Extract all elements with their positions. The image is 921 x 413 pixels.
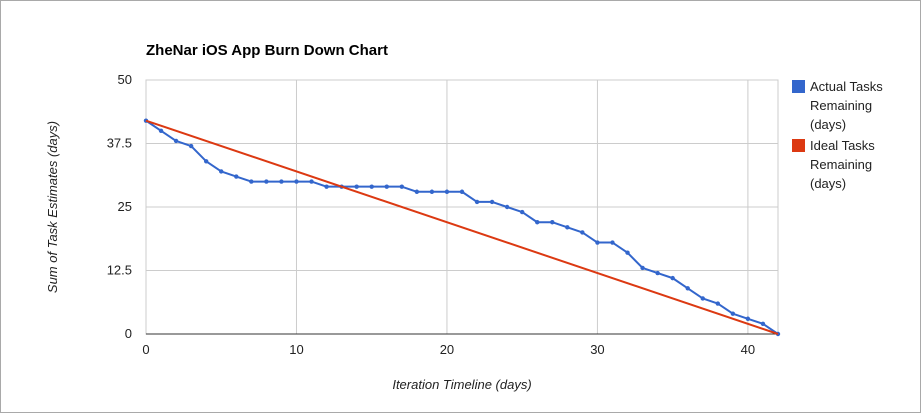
data-point bbox=[188, 143, 194, 149]
legend-label: (days) bbox=[810, 117, 846, 132]
series-line bbox=[145, 119, 779, 335]
legend-swatch bbox=[792, 139, 805, 152]
data-point bbox=[700, 296, 705, 301]
data-point bbox=[309, 179, 314, 184]
data-point bbox=[203, 159, 209, 164]
legend-label: Remaining bbox=[810, 157, 872, 172]
data-point bbox=[760, 321, 766, 327]
data-point bbox=[610, 240, 615, 245]
data-point bbox=[504, 204, 510, 210]
x-tick-label: 0 bbox=[142, 342, 149, 357]
legend-label: (days) bbox=[810, 176, 846, 191]
data-point bbox=[249, 179, 254, 184]
data-point bbox=[715, 301, 721, 306]
data-point bbox=[444, 189, 450, 194]
series-0 bbox=[143, 118, 781, 337]
data-point bbox=[264, 179, 269, 184]
y-axis-title: Sum of Task Estimates (days) bbox=[45, 121, 60, 293]
data-point bbox=[580, 230, 585, 235]
data-point bbox=[279, 179, 284, 184]
y-tick-label: 0 bbox=[125, 326, 132, 341]
chart-title: ZheNar iOS App Burn Down Chart bbox=[146, 42, 388, 59]
data-point bbox=[399, 184, 405, 189]
data-point bbox=[414, 189, 420, 194]
data-point bbox=[158, 128, 164, 133]
data-point bbox=[234, 174, 239, 179]
data-point bbox=[384, 184, 389, 189]
y-axis-ticks: 0 12.5 25 37.5 50 bbox=[107, 72, 132, 341]
data-point bbox=[519, 209, 525, 215]
data-point bbox=[459, 189, 465, 194]
y-tick-label: 12.5 bbox=[107, 263, 132, 278]
x-axis-title: Iteration Timeline (days) bbox=[392, 377, 531, 392]
data-point bbox=[173, 138, 179, 144]
data-point bbox=[550, 220, 555, 225]
legend-label: Actual Tasks bbox=[810, 79, 883, 94]
legend-swatch bbox=[792, 80, 805, 93]
data-point bbox=[625, 250, 630, 255]
x-tick-label: 20 bbox=[440, 342, 454, 357]
data-point bbox=[655, 270, 660, 276]
data-point bbox=[219, 169, 224, 174]
y-tick-label: 25 bbox=[118, 199, 132, 214]
data-point bbox=[730, 311, 736, 316]
series-1 bbox=[145, 119, 779, 335]
data-point bbox=[474, 199, 480, 205]
x-tick-label: 30 bbox=[590, 342, 604, 357]
data-point bbox=[354, 184, 359, 189]
x-axis-ticks: 0 10 20 30 40 bbox=[142, 342, 755, 357]
legend: Actual Tasks Remaining (days) Ideal Tasks Re… bbox=[792, 79, 883, 191]
data-point bbox=[429, 189, 435, 194]
data-point bbox=[565, 225, 570, 230]
y-tick-label: 37.5 bbox=[107, 136, 132, 151]
legend-label: Ideal Tasks bbox=[810, 138, 875, 153]
data-point bbox=[535, 220, 540, 225]
data-point bbox=[324, 184, 329, 189]
y-tick-label: 50 bbox=[118, 72, 132, 87]
data-point bbox=[294, 179, 299, 184]
data-point bbox=[670, 275, 675, 281]
data-point bbox=[685, 286, 690, 291]
data-point bbox=[640, 265, 645, 271]
data-point bbox=[745, 316, 751, 321]
data-point bbox=[369, 184, 374, 189]
data-point bbox=[489, 199, 495, 205]
series-layer bbox=[143, 118, 781, 337]
data-point bbox=[595, 240, 600, 245]
x-tick-label: 10 bbox=[289, 342, 303, 357]
legend-label: Remaining bbox=[810, 98, 872, 113]
x-tick-label: 40 bbox=[741, 342, 755, 357]
